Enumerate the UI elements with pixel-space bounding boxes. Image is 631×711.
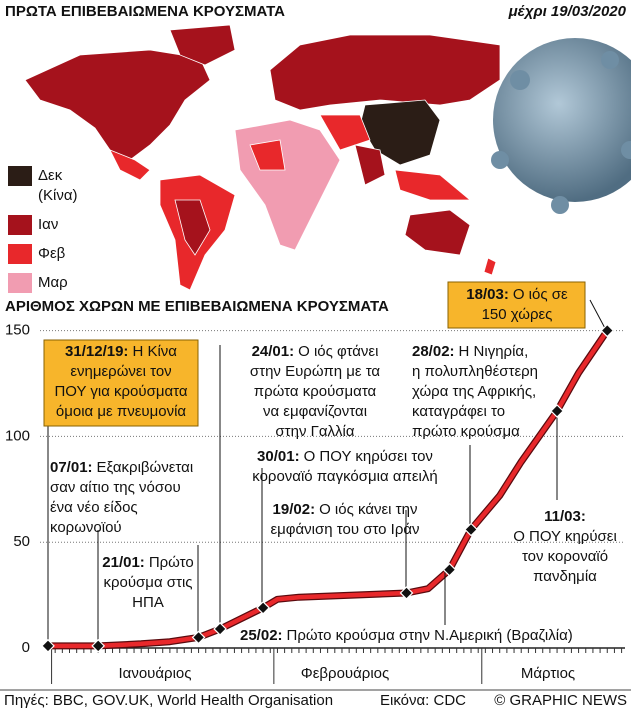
footer-sources: Πηγές: BBC, GOV.UK, World Health Organis… — [4, 692, 333, 709]
annotation-line: ΗΠΑ — [132, 594, 164, 611]
annotation-line: καταγράφει το — [412, 403, 505, 420]
legend-swatch — [8, 273, 32, 293]
annotation-line: πρώτα κρούσματα — [254, 383, 377, 400]
annotation-line: Ο ιός κάνει την — [319, 501, 417, 518]
y-tick-label: 150 — [5, 322, 30, 339]
footer-credit: © GRAPHIC NEWS — [494, 692, 627, 709]
annotation: 31/12/19: Η Κίνα ενημερώνει τον ΠΟΥ για κρο… — [54, 343, 187, 420]
annotation-date: 28/02: — [412, 343, 455, 360]
annotation-date: 11/03: — [544, 508, 586, 525]
point-marker — [464, 522, 478, 537]
point-marker — [550, 404, 564, 418]
y-tick-label: 100 — [5, 427, 30, 444]
annotation-date: 30/01: — [257, 448, 300, 465]
annotation-line: Εξακριβώνεται — [97, 459, 194, 476]
annotation: 30/01: Ο ΠΟΥ κηρύσει τον κοροναϊό παγκόσμι… — [252, 448, 437, 485]
map-title: ΠΡΩΤΑ ΕΠΙΒΕΒΑΙΩΜΕΝΑ ΚΡΟΥΣΜΑΤΑ — [5, 3, 285, 20]
annotation-date: 19/02: — [273, 501, 316, 518]
annotation-line: ενημερώνει τον — [70, 363, 171, 380]
annotation-line: στην Ευρώπη με τα — [250, 363, 381, 380]
annotation-line: πρώτο κρούσμα — [412, 423, 520, 440]
legend-swatch — [8, 244, 32, 264]
annotation-line: Η Κίνα — [132, 343, 177, 360]
annotation-date: 25/02: — [240, 627, 283, 644]
point-marker — [41, 639, 55, 653]
annotation-line: κορωνοϊού — [50, 519, 122, 536]
annotation-line: η πολυπληθέστερη — [412, 363, 538, 380]
annotation: 11/03: Ο ΠΟΥ κηρύσει τον κοροναϊό πανδημία — [513, 508, 617, 585]
annotation-line: σαν αίτιο της νόσου — [50, 479, 181, 496]
annotation-line: 150 χώρες — [482, 306, 553, 323]
annotation-date: 21/01: — [102, 554, 145, 571]
annotation-date: 18/03: — [466, 286, 509, 303]
annotation-line: κοροναϊό παγκόσμια απειλή — [252, 468, 437, 485]
annotation-line: Πρώτο κρούσμα στην Ν.Αμερική (Βραζιλία) — [287, 627, 573, 644]
annotation: 18/03: Ο ιός σε 150 χώρες — [466, 286, 568, 323]
annotation: 07/01: Εξακριβώνεται σαν αίτιο της νόσου έν… — [50, 459, 193, 536]
annotation: 24/01: Ο ιός φτάνει στην Ευρώπη με τα πρώτα… — [250, 343, 381, 440]
annotation-date: 07/01: — [50, 459, 93, 476]
leader-line — [589, 299, 608, 333]
month-label: Ιανουάριος — [119, 665, 192, 682]
point-marker — [442, 562, 457, 577]
y-tick-label: 50 — [13, 533, 30, 550]
legend-label: Ιαν — [38, 216, 58, 233]
legend-label: Δεκ — [38, 167, 63, 184]
annotation-line: Η Νιγηρία, — [459, 343, 529, 360]
annotation-line: κρούσμα στις — [103, 574, 192, 591]
virus-image — [491, 38, 631, 214]
annotation: 19/02: Ο ιός κάνει την εμφάνιση του στο Ιρ… — [270, 501, 419, 538]
annotation-line: Ο ιός σε — [513, 286, 568, 303]
map-date: μέχρι 19/03/2020 — [508, 3, 627, 20]
annotation-line: στην Γαλλία — [275, 423, 354, 440]
point-marker — [399, 586, 414, 600]
annotation-line: χώρα της Αφρικής, — [412, 383, 536, 400]
annotation-line: Πρώτο — [149, 554, 194, 571]
annotation-line: τον κοροναϊό — [522, 548, 608, 565]
footer-image: Εικόνα: CDC — [380, 692, 466, 709]
point-marker — [213, 622, 227, 636]
legend-label: Φεβ — [38, 245, 66, 262]
month-label: Μάρτιος — [521, 665, 575, 682]
world-map — [24, 24, 501, 291]
annotation-line: εμφάνιση του στο Ιράν — [270, 521, 419, 538]
line — [48, 329, 610, 649]
annotation: 21/01: Πρώτο κρούσμα στις ΗΠΑ — [102, 554, 193, 611]
legend-swatch — [8, 166, 32, 186]
point-marker — [91, 639, 106, 653]
legend-label: (Κίνα) — [38, 187, 78, 204]
y-tick-label: 0 — [22, 639, 30, 656]
annotation-box — [447, 281, 586, 329]
annotation-line: Ο ΠΟΥ κηρύσει τον — [304, 448, 433, 465]
annotation-line: να εμφανίζονται — [263, 403, 367, 420]
month-label: Φεβρουάριος — [301, 665, 389, 682]
annotation-line: ένα νέο είδος — [50, 499, 138, 516]
annotation: 28/02: Η Νιγηρία, η πολυπληθέστερη χώρα της… — [412, 343, 538, 440]
annotation-line: Ο ΠΟΥ κηρύσει — [513, 528, 617, 545]
chart-title: ΑΡΙΘΜΟΣ ΧΩΡΩΝ ΜΕ ΕΠΙΒΕΒΑΙΩΜΕΝΑ ΚΡΟΥΣΜΑΤΑ — [5, 298, 389, 315]
annotation: 25/02: Πρώτο κρούσμα στην Ν.Αμερική (Βραζ… — [240, 627, 573, 644]
annotation-line: πανδημία — [533, 568, 597, 585]
point-marker — [191, 630, 206, 645]
annotation-date: 31/12/19: — [65, 343, 128, 360]
legend-label: Μαρ — [38, 274, 68, 291]
annotation-line: όμοια με πνευμονία — [56, 403, 187, 420]
annotation-box — [43, 339, 199, 427]
point-marker — [600, 323, 615, 338]
point-marker — [256, 600, 270, 615]
legend-swatch — [8, 215, 32, 235]
annotation-date: 24/01: — [252, 343, 295, 360]
annotation-line: ΠΟΥ για κρούσματα — [54, 383, 187, 400]
annotation-line: Ο ιός φτάνει — [298, 343, 378, 360]
